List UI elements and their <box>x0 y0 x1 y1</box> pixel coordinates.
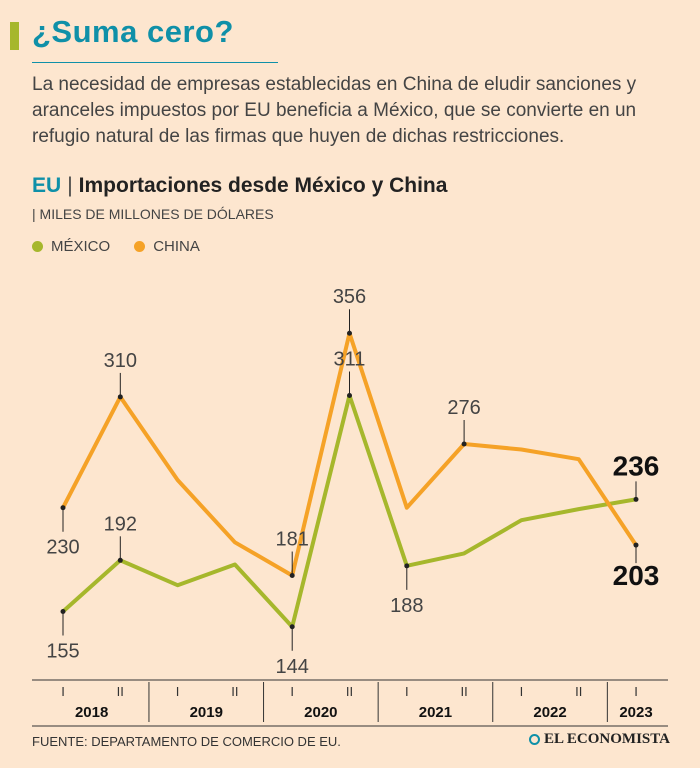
data-label-méxico-5: 311 <box>334 349 366 371</box>
point-marker-méxico-0 <box>60 609 66 615</box>
point-marker-china-7 <box>461 441 467 447</box>
brand-name: EL ECONOMISTA <box>544 731 670 747</box>
point-marker-china-4 <box>289 573 295 579</box>
title-underline <box>32 62 278 63</box>
chart-title: Importaciones desde México y China <box>78 174 448 197</box>
x-tick-label-4: I <box>290 684 294 699</box>
x-tick-label-3: II <box>231 684 238 699</box>
x-tick-label-7: II <box>460 684 467 699</box>
legend-item-mexico: MÉXICO <box>32 238 110 255</box>
publisher-brand: EL ECONOMISTA <box>529 731 670 748</box>
x-tick-label-2: I <box>176 684 180 699</box>
point-marker-méxico-1 <box>117 557 123 563</box>
year-label-2023: 2023 <box>619 704 652 721</box>
x-tick-label-5: II <box>346 684 353 699</box>
data-label-china-0: 230 <box>46 537 79 559</box>
title-accent-bar <box>10 22 19 50</box>
brand-logo-icon <box>529 734 540 745</box>
point-marker-china-1 <box>117 394 123 400</box>
data-label-china-5: 356 <box>333 286 366 308</box>
x-tick-label-1: II <box>117 684 124 699</box>
year-label-2019: 2019 <box>190 704 223 721</box>
x-tick-label-0: I <box>61 684 65 699</box>
chart-heading: EU | Importaciones desde México y China <box>32 174 447 198</box>
data-label-méxico-4: 144 <box>276 656 309 678</box>
x-tick-label-6: I <box>405 684 409 699</box>
x-tick-label-10: I <box>634 684 638 699</box>
x-tick-label-8: I <box>520 684 524 699</box>
legend-label-china: CHINA <box>153 238 200 255</box>
x-tick-label-9: II <box>575 684 582 699</box>
intro-text: La necesidad de empresas establecidas en… <box>32 74 637 147</box>
point-marker-méxico-4 <box>289 624 295 630</box>
data-label-china-4: 181 <box>276 529 309 551</box>
year-label-2020: 2020 <box>304 704 337 721</box>
point-marker-méxico-5 <box>347 393 352 399</box>
chart-legend: MÉXICO CHINA <box>32 238 200 255</box>
series-line-méxico <box>61 393 638 629</box>
source-note: FUENTE: DEPARTAMENTO DE COMERCIO DE EU. <box>32 734 341 749</box>
point-marker-china-0 <box>60 505 66 511</box>
data-label-méxico-1: 192 <box>104 513 137 535</box>
heading-separator: | <box>67 174 73 197</box>
legend-label-mexico: MÉXICO <box>51 238 111 255</box>
chart-units-text: MILES DE MILLONES DE DÓLARES <box>39 206 274 222</box>
point-marker-china-5 <box>347 330 352 336</box>
data-label-china-10: 203 <box>613 560 660 591</box>
point-marker-méxico-10 <box>633 496 639 502</box>
legend-dot-mexico <box>32 241 43 252</box>
chart-region: EU <box>32 174 62 197</box>
legend-dot-china <box>134 241 146 252</box>
point-marker-china-10 <box>633 542 639 548</box>
year-label-2018: 2018 <box>75 704 108 721</box>
year-label-2021: 2021 <box>419 704 452 721</box>
page-title: ¿Suma cero? <box>32 14 234 49</box>
year-label-2022: 2022 <box>533 704 566 721</box>
chart-units: | MILES DE MILLONES DE DÓLARES <box>32 206 274 222</box>
data-label-méxico-0: 155 <box>46 641 79 663</box>
data-label-méxico-10: 236 <box>613 450 660 481</box>
data-label-china-7: 276 <box>447 397 480 419</box>
data-label-china-1: 310 <box>104 350 137 372</box>
legend-item-china: CHINA <box>134 238 200 255</box>
point-marker-méxico-6 <box>404 563 410 569</box>
data-label-méxico-6: 188 <box>390 595 423 617</box>
